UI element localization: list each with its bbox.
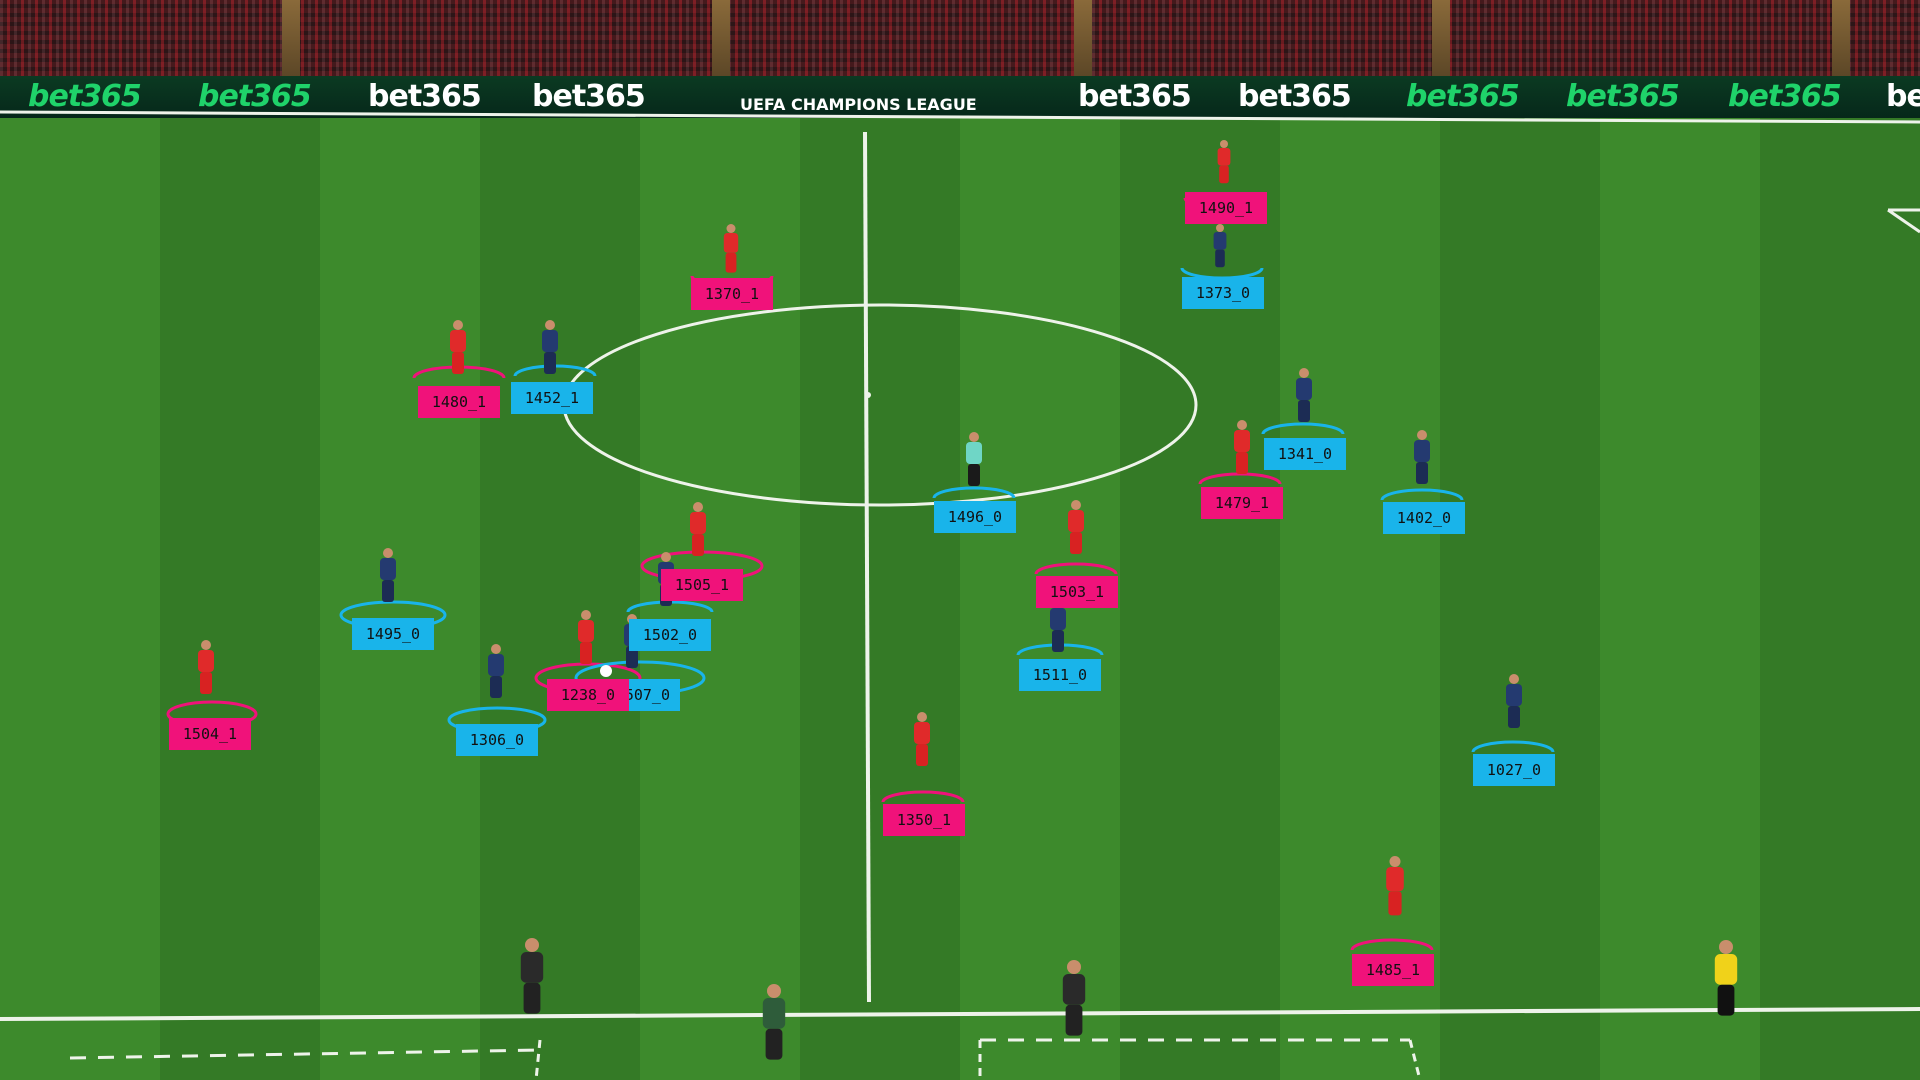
technical-area-line [536,1040,540,1080]
detection-label: 1503_1 [1036,576,1118,608]
detection-label: 1502_0 [629,619,711,651]
detection-label: 1452_1 [511,382,593,414]
detection-label: 1505_1 [661,569,743,601]
technical-area-line [1410,1040,1420,1080]
detection-label: 1496_0 [934,501,1016,533]
detection-ellipse [1473,742,1553,752]
detection-label: 1480_1 [418,386,500,418]
detection-label: 1238_0 [547,679,629,711]
detection-label: 1402_0 [1383,502,1465,534]
match-ball [600,665,612,677]
detection-ellipse [1263,424,1343,434]
penalty-area-line [1888,210,1920,232]
far-touchline [0,112,1920,122]
detection-label: 1373_0 [1182,277,1264,309]
centre-circle [564,305,1196,505]
detection-label: 1511_0 [1019,659,1101,691]
detection-label: 1490_1 [1185,192,1267,224]
technical-area-line [70,1050,540,1058]
detection-label: 1350_1 [883,804,965,836]
detection-ellipse [1200,474,1280,484]
detection-label: 1306_0 [456,724,538,756]
detection-label: 1370_1 [691,278,773,310]
detection-label: 1341_0 [1264,438,1346,470]
halfway-line [865,132,869,1002]
detection-label: 1027_0 [1473,754,1555,786]
detection-ellipse [883,792,963,802]
player-ellipses [168,198,1553,950]
detection-ellipse [1352,940,1432,950]
detection-label: 1504_1 [169,718,251,750]
detection-ellipse [1036,564,1116,574]
detection-ellipse [1382,490,1462,500]
detection-label: 1479_1 [1201,487,1283,519]
detection-label: 1495_0 [352,618,434,650]
near-touchline [0,1009,1920,1019]
detection-label: 1485_1 [1352,954,1434,986]
centre-spot [865,392,871,398]
